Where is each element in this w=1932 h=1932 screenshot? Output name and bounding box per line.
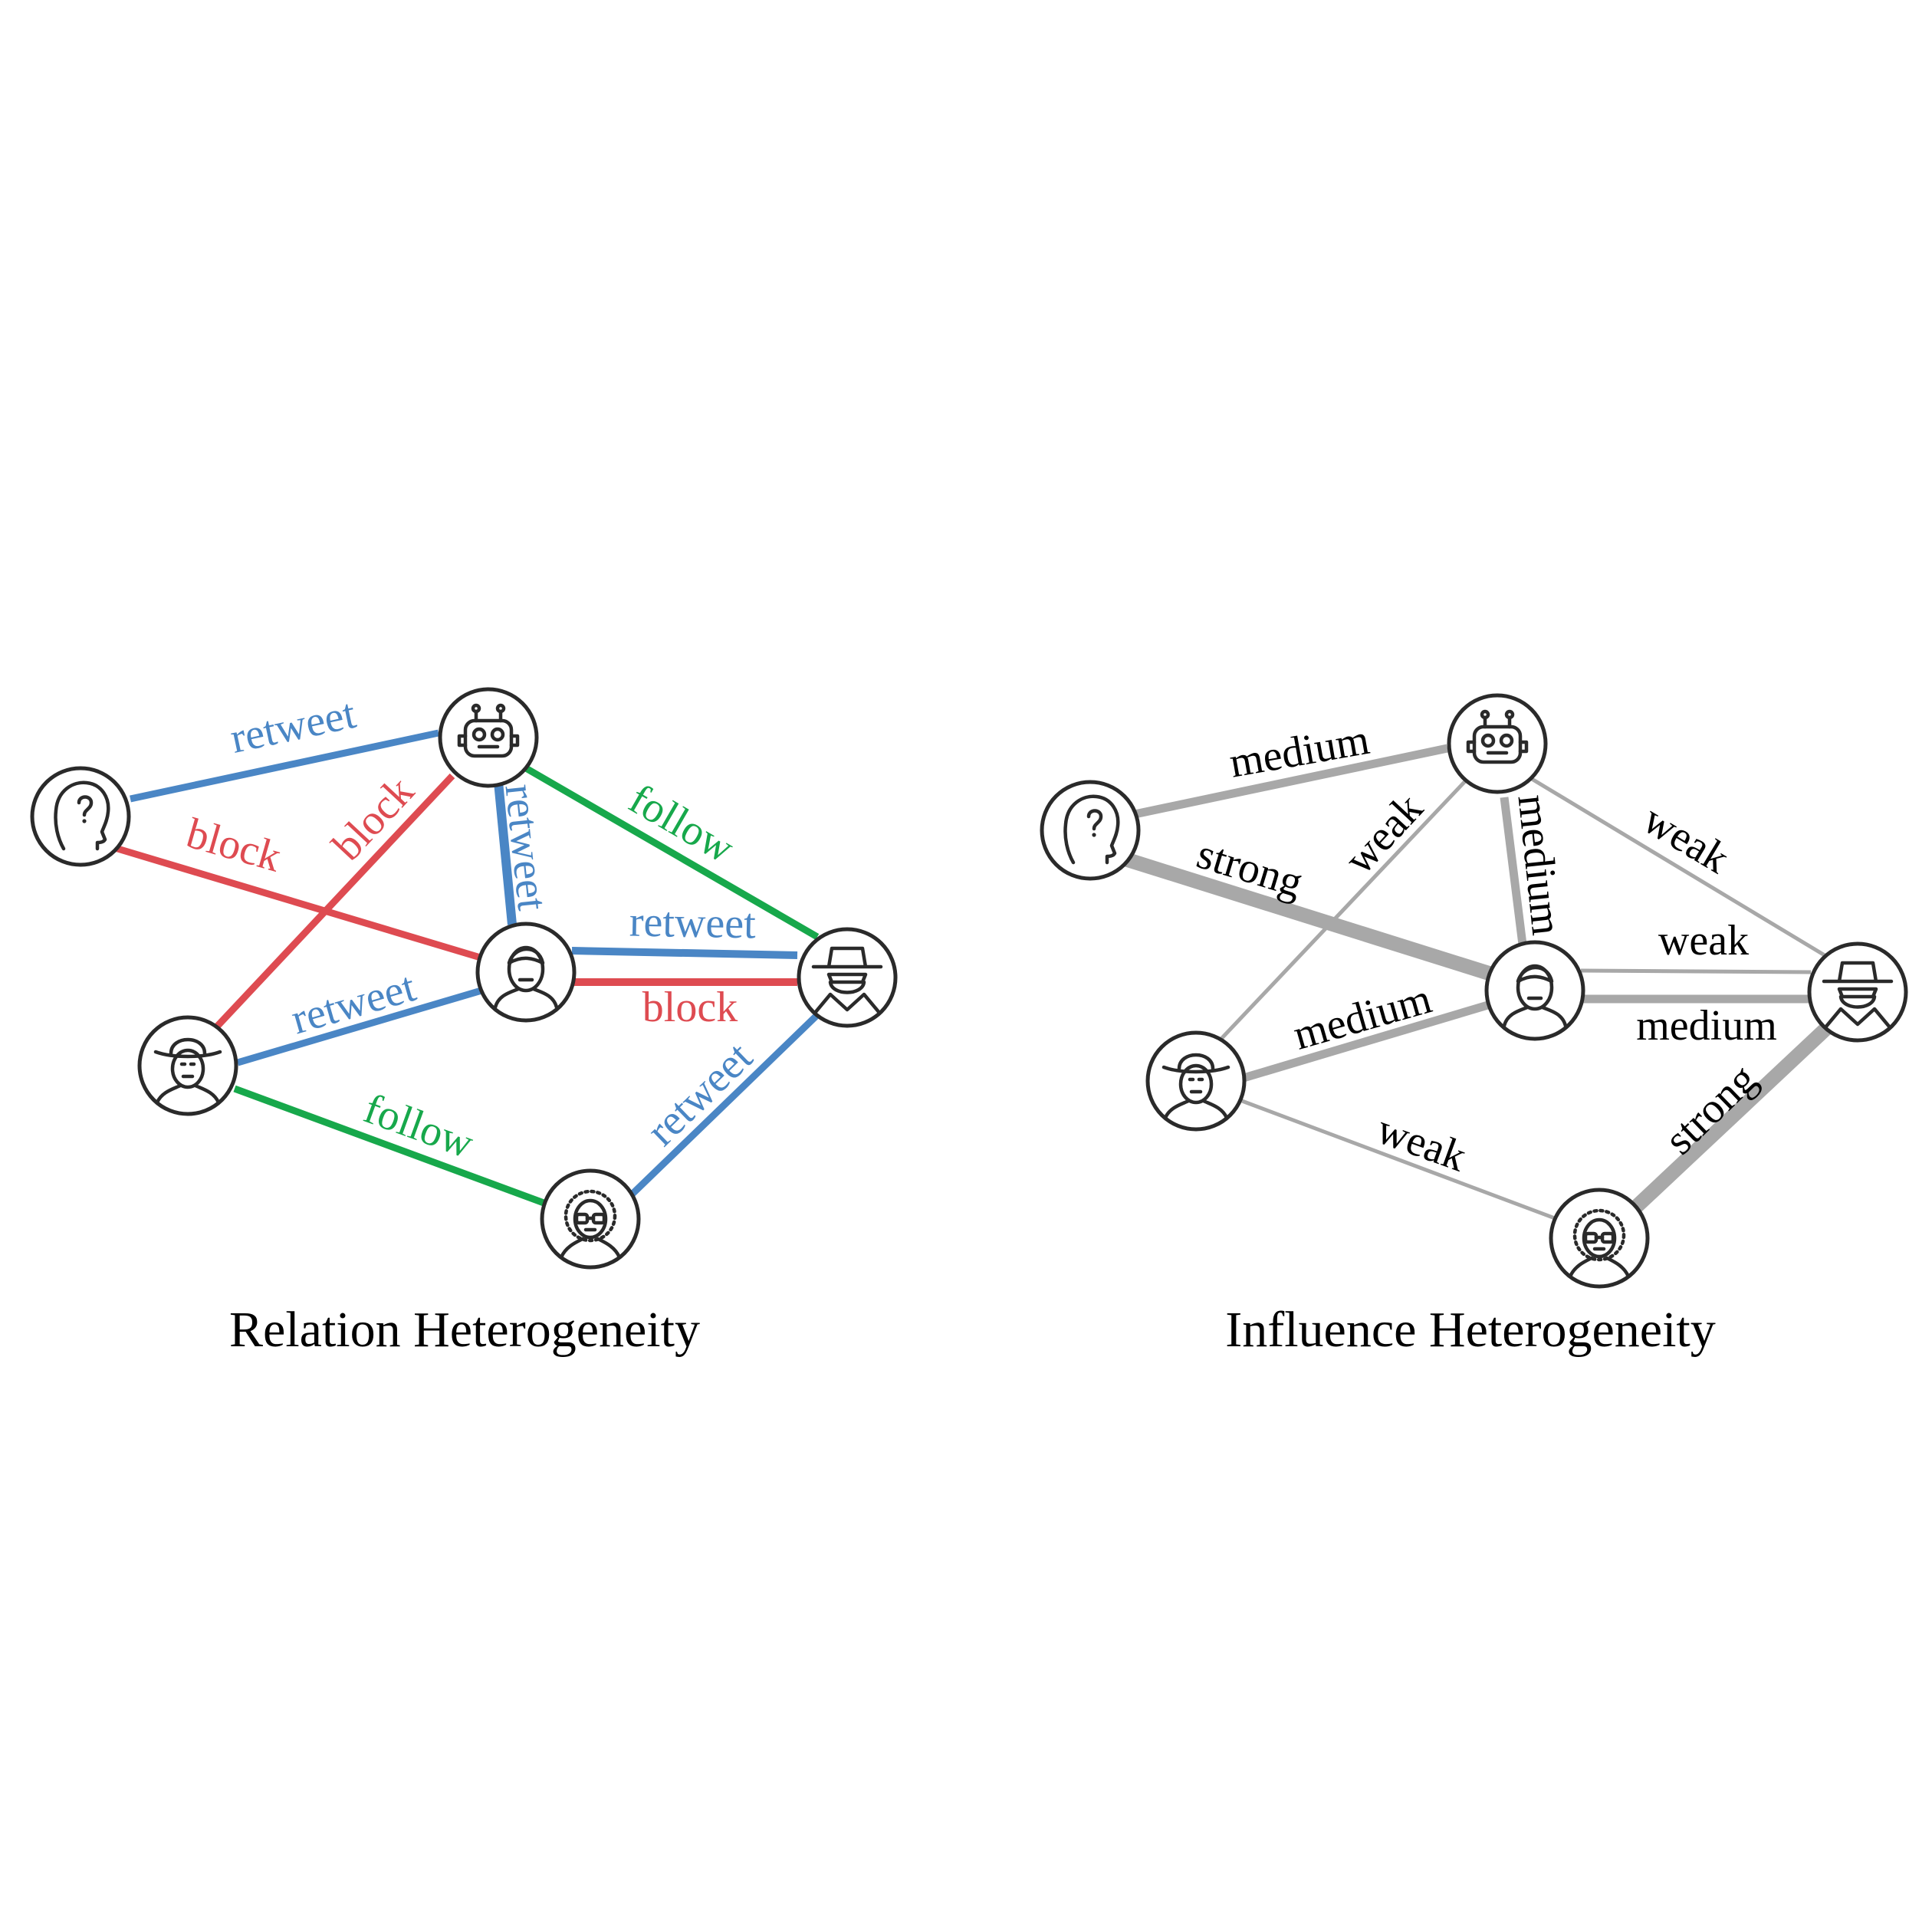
influence-nodes bbox=[1040, 693, 1908, 1289]
unknown-user-icon bbox=[1063, 794, 1120, 865]
relation-edge-unknown-robot bbox=[130, 729, 439, 803]
influence-edge-cowboy-robot bbox=[1217, 779, 1467, 1043]
relation-edge-unknown-man bbox=[113, 844, 485, 962]
man-icon bbox=[493, 945, 559, 1010]
influence-node-man bbox=[1484, 940, 1585, 1041]
influence-edges bbox=[1122, 744, 1838, 1223]
influence-edge-robot-spy bbox=[1530, 777, 1826, 958]
relation-edge-cowboy-man bbox=[236, 987, 483, 1066]
relation-node-robot bbox=[438, 687, 539, 788]
influence-edge-cowboy-man bbox=[1242, 1000, 1492, 1083]
relation-edge-robot-spy bbox=[524, 765, 820, 940]
relation-node-unknown bbox=[30, 766, 131, 867]
influence-node-spy bbox=[1807, 941, 1908, 1043]
influence-caption: Influence Heterogeneity bbox=[1225, 1302, 1716, 1358]
relation-nodes bbox=[30, 687, 898, 1270]
influence-edge-robot-man bbox=[1500, 797, 1527, 945]
relation-node-man bbox=[475, 922, 577, 1023]
unknown-user-icon bbox=[54, 780, 110, 851]
relation-edge-man-spy-retweet bbox=[571, 947, 798, 959]
influence-edge-unknown-man bbox=[1122, 851, 1497, 983]
influence-panel: medium strong weak medium weak weak medi… bbox=[1040, 693, 1908, 1358]
influence-node-nerd bbox=[1549, 1188, 1650, 1289]
nerd-glasses-icon bbox=[1568, 1208, 1631, 1279]
relation-label-nerd-spy: retweet bbox=[638, 1033, 762, 1155]
robot-icon bbox=[1466, 709, 1529, 764]
relation-node-cowboy bbox=[137, 1015, 238, 1116]
cowboy-icon bbox=[1162, 1053, 1230, 1120]
cowboy-icon bbox=[153, 1037, 222, 1105]
relation-edge-cowboy-robot bbox=[213, 773, 455, 1030]
relation-edges bbox=[113, 729, 823, 1208]
relation-node-spy bbox=[797, 927, 898, 1028]
man-icon bbox=[1502, 964, 1568, 1028]
relation-edge-robot-man bbox=[494, 781, 517, 925]
relation-edge-nerd-spy bbox=[627, 1009, 823, 1199]
relation-label-man-spy-retweet: retweet bbox=[629, 899, 756, 948]
influence-label-man-spy-medium: medium bbox=[1636, 1002, 1777, 1050]
relation-label-man-spy-block: block bbox=[642, 984, 738, 1031]
spy-icon bbox=[811, 946, 883, 1015]
influence-label-man-spy-weak: weak bbox=[1658, 917, 1749, 964]
nerd-glasses-icon bbox=[559, 1189, 622, 1260]
relation-edge-cowboy-nerd bbox=[233, 1085, 547, 1208]
influence-node-unknown bbox=[1040, 780, 1141, 881]
relation-caption: Relation Heterogeneity bbox=[229, 1302, 700, 1358]
robot-icon bbox=[457, 703, 520, 758]
influence-node-robot bbox=[1447, 693, 1548, 794]
influence-node-cowboy bbox=[1145, 1030, 1247, 1132]
relation-panel: retweet block block retweet follow retwe… bbox=[30, 687, 898, 1358]
relation-node-nerd bbox=[540, 1168, 641, 1270]
spy-icon bbox=[1822, 961, 1894, 1030]
influence-edge-man-spy-weak bbox=[1580, 968, 1812, 974]
influence-edge-cowboy-nerd bbox=[1241, 1099, 1562, 1223]
influence-edge-nerd-spy bbox=[1628, 1017, 1838, 1215]
influence-edge-unknown-robot bbox=[1133, 744, 1449, 819]
